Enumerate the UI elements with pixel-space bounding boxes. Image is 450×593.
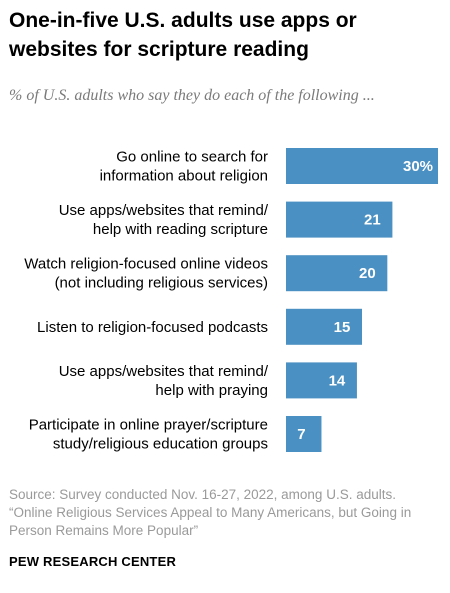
category-label: Listen to religion-focused podcasts — [37, 319, 268, 336]
chart-subtitle: % of U.S. adults who say they do each of… — [9, 87, 375, 104]
bar — [286, 148, 438, 184]
category-label-line: Use apps/websites that remind/ — [59, 363, 269, 380]
category-label-line: help with praying — [155, 382, 268, 399]
category-label: Use apps/websites that remind/help with … — [59, 363, 269, 399]
bar — [286, 362, 357, 399]
bar-chart: Go online to search for information about… — [24, 148, 438, 453]
category-label-line: Use apps/websites that remind/ — [59, 202, 269, 219]
source-line: Source: Survey conducted Nov. 16-27, 202… — [9, 487, 396, 502]
category-label: Watch religion-focused online videos (not… — [24, 256, 268, 292]
bar — [286, 308, 362, 345]
bar-value-label: 30% — [403, 158, 433, 175]
bar — [286, 201, 393, 238]
category-label-line: information about religion — [100, 168, 268, 185]
category-label: Participate in online prayer/scripture st… — [29, 417, 268, 453]
bar-value-label: 15 — [334, 319, 351, 336]
bar-value-label: 21 — [364, 212, 381, 229]
bar — [286, 416, 322, 452]
bar — [286, 255, 388, 292]
bar-value-label: 14 — [329, 372, 346, 389]
source-line: Person Remains More Popular” — [9, 523, 199, 538]
category-label-line: help with reading scripture — [93, 221, 268, 238]
category-label-line: Go online to search for — [116, 149, 268, 166]
category-label-line: study/religious education groups — [53, 436, 268, 453]
category-label: Use apps/websites that remind/help with … — [59, 202, 269, 238]
category-label: Go online to search for information about… — [100, 149, 268, 185]
bar-value-label: 7 — [297, 426, 305, 443]
category-label-line: Watch religion-focused online videos — [24, 256, 268, 273]
category-label-line: (not including religious services) — [55, 275, 268, 292]
source-note: Source: Survey conducted Nov. 16-27, 202… — [9, 486, 441, 540]
category-label-line: Participate in online prayer/scripture — [29, 417, 268, 434]
brand-label: PEW RESEARCH CENTER — [9, 554, 177, 569]
category-label-line: Listen to religion-focused podcasts — [37, 319, 268, 336]
source-line: “Online Religious Services Appeal to Man… — [9, 505, 412, 520]
chart-title: One-in-five U.S. adults use apps or webs… — [9, 9, 357, 61]
bar-value-label: 20 — [359, 265, 376, 282]
